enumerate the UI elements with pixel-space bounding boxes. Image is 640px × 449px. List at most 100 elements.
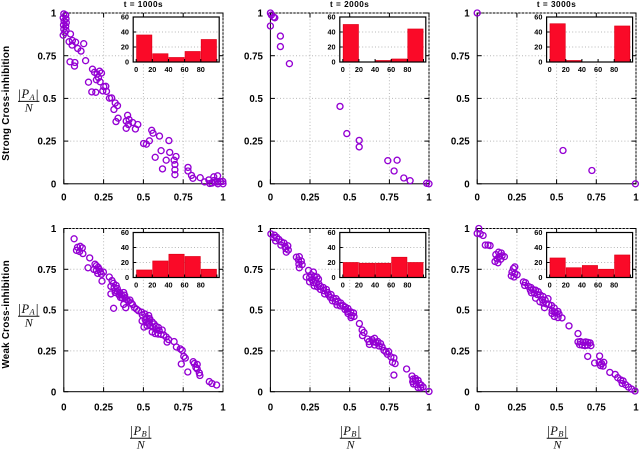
svg-text:0: 0 — [548, 65, 552, 74]
svg-text:0.5: 0.5 — [137, 402, 151, 413]
svg-text:0.5: 0.5 — [456, 306, 470, 317]
svg-text:80: 80 — [610, 280, 618, 289]
svg-text:0.75: 0.75 — [244, 265, 263, 276]
svg-text:60: 60 — [121, 13, 129, 22]
svg-text:60: 60 — [181, 280, 189, 289]
svg-text:60: 60 — [594, 280, 602, 289]
svg-text:P: P — [133, 424, 142, 438]
svg-text:1: 1 — [426, 192, 432, 203]
svg-text:1: 1 — [464, 9, 470, 20]
svg-text:0.25: 0.25 — [507, 402, 526, 413]
svg-text:80: 80 — [610, 65, 618, 74]
svg-text:40: 40 — [371, 65, 379, 74]
svg-text:P: P — [21, 302, 30, 316]
svg-text:40: 40 — [534, 243, 542, 252]
svg-text:B: B — [558, 429, 563, 439]
svg-text:0.5: 0.5 — [43, 306, 57, 317]
svg-text:|: | — [547, 425, 550, 440]
svg-text:0.5: 0.5 — [550, 192, 564, 203]
svg-text:|: | — [564, 425, 567, 440]
svg-text:1: 1 — [258, 224, 264, 235]
svg-text:20: 20 — [355, 65, 363, 74]
svg-text:0: 0 — [125, 58, 129, 67]
svg-text:0: 0 — [464, 179, 469, 190]
svg-text:20: 20 — [121, 258, 129, 267]
svg-text:80: 80 — [197, 280, 205, 289]
svg-text:0: 0 — [538, 273, 542, 282]
svg-text:0.5: 0.5 — [249, 306, 263, 317]
svg-text:60: 60 — [327, 228, 335, 237]
svg-text:20: 20 — [148, 280, 156, 289]
svg-text:0: 0 — [61, 402, 66, 413]
svg-text:0.25: 0.25 — [244, 137, 263, 148]
svg-text:B: B — [351, 429, 356, 439]
svg-text:0: 0 — [464, 387, 469, 398]
svg-text:0: 0 — [258, 387, 263, 398]
svg-text:0.75: 0.75 — [451, 265, 470, 276]
svg-text:80: 80 — [403, 280, 411, 289]
svg-text:20: 20 — [327, 258, 335, 267]
svg-text:0.5: 0.5 — [43, 94, 57, 105]
svg-text:20: 20 — [562, 280, 570, 289]
svg-text:Strong Cross-inhibition: Strong Cross-inhibition — [1, 46, 12, 161]
svg-text:|: | — [340, 425, 343, 440]
svg-text:0.75: 0.75 — [587, 402, 606, 413]
svg-text:60: 60 — [387, 280, 395, 289]
svg-text:60: 60 — [327, 13, 335, 22]
svg-text:0.25: 0.25 — [94, 402, 113, 413]
svg-text:0: 0 — [548, 280, 552, 289]
svg-text:20: 20 — [562, 65, 570, 74]
svg-text:40: 40 — [327, 28, 335, 37]
svg-text:20: 20 — [355, 280, 363, 289]
svg-text:N: N — [24, 101, 34, 115]
svg-text:0.75: 0.75 — [380, 192, 399, 203]
svg-text:N: N — [345, 437, 355, 449]
svg-text:1: 1 — [220, 402, 226, 413]
svg-text:20: 20 — [121, 43, 129, 52]
svg-text:0: 0 — [538, 58, 542, 67]
svg-text:1: 1 — [220, 192, 226, 203]
svg-text:1: 1 — [633, 192, 639, 203]
svg-text:|: | — [130, 425, 133, 440]
svg-text:0: 0 — [332, 273, 336, 282]
svg-text:40: 40 — [121, 28, 129, 37]
svg-text:|: | — [18, 88, 21, 103]
svg-text:40: 40 — [578, 280, 586, 289]
svg-text:0: 0 — [268, 402, 273, 413]
svg-text:0.75: 0.75 — [174, 402, 193, 413]
svg-text:0: 0 — [51, 387, 56, 398]
svg-text:20: 20 — [327, 43, 335, 52]
svg-text:0.75: 0.75 — [37, 51, 56, 62]
svg-text:Weak Cross-inhibition: Weak Cross-inhibition — [1, 260, 12, 369]
svg-text:0: 0 — [341, 65, 345, 74]
svg-text:40: 40 — [327, 243, 335, 252]
svg-text:P: P — [342, 424, 351, 438]
svg-text:P: P — [21, 87, 30, 101]
svg-text:0.5: 0.5 — [456, 94, 470, 105]
svg-text:0: 0 — [341, 280, 345, 289]
svg-text:1: 1 — [51, 9, 57, 20]
svg-text:0.75: 0.75 — [451, 51, 470, 62]
svg-text:0.5: 0.5 — [249, 94, 263, 105]
svg-text:|: | — [358, 425, 361, 440]
svg-text:60: 60 — [534, 228, 542, 237]
svg-text:0: 0 — [475, 402, 480, 413]
svg-text:0.25: 0.25 — [451, 347, 470, 358]
svg-text:60: 60 — [181, 65, 189, 74]
svg-text:0.25: 0.25 — [37, 137, 56, 148]
svg-text:60: 60 — [534, 13, 542, 22]
svg-text:0.25: 0.25 — [507, 192, 526, 203]
svg-text:20: 20 — [148, 65, 156, 74]
svg-text:60: 60 — [121, 228, 129, 237]
svg-text:40: 40 — [164, 65, 172, 74]
svg-text:0.25: 0.25 — [37, 347, 56, 358]
svg-text:|: | — [36, 303, 39, 318]
svg-text:40: 40 — [371, 280, 379, 289]
svg-text:0: 0 — [134, 65, 138, 74]
svg-text:t = 2000s: t = 2000s — [330, 0, 369, 9]
svg-text:N: N — [552, 437, 562, 449]
svg-text:t = 1000s: t = 1000s — [124, 0, 163, 9]
svg-text:0.75: 0.75 — [587, 192, 606, 203]
svg-text:60: 60 — [594, 65, 602, 74]
svg-text:0: 0 — [51, 179, 56, 190]
